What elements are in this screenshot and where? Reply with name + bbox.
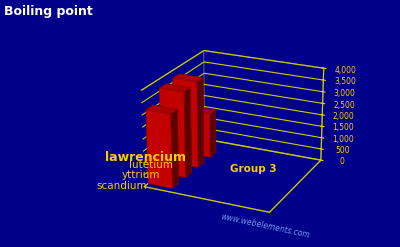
Text: Boiling point: Boiling point: [4, 5, 93, 18]
Text: www.webelements.com: www.webelements.com: [220, 212, 311, 240]
